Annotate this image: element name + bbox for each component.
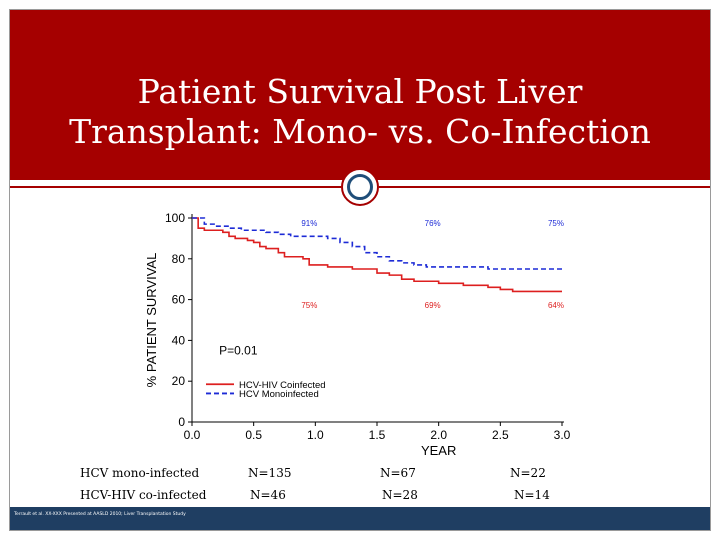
chart-axes: 0 20 40 60 80 100 0.0 0.5 1.0 1.5 2.0 2.5 3.0 YEAR % P… bbox=[144, 211, 571, 458]
x-tick-label: 2.5 bbox=[492, 428, 509, 442]
annotation-monoinfected: 91% bbox=[301, 219, 317, 228]
annotation-coinfected: 69% bbox=[425, 301, 441, 310]
at-risk-row-mono-value: N=22 bbox=[510, 466, 546, 480]
circle-ornament-inner bbox=[347, 174, 373, 200]
y-tick-label: 0 bbox=[178, 415, 185, 429]
annotation-monoinfected: 75% bbox=[548, 219, 564, 228]
at-risk-row-mono-value: N=135 bbox=[248, 466, 292, 480]
ornament-line-right bbox=[379, 186, 710, 188]
p-value-label: P=0.01 bbox=[219, 344, 258, 358]
x-axis-label: YEAR bbox=[421, 443, 456, 458]
y-tick-label: 40 bbox=[172, 333, 186, 347]
chart-annotations: 91% 76% 75% 75% 69% 64% P=0.01 bbox=[219, 219, 564, 358]
title-band bbox=[10, 10, 710, 180]
legend-label-monoinfected: HCV Monoinfected bbox=[239, 389, 319, 400]
annotation-coinfected: 75% bbox=[301, 301, 317, 310]
x-tick-label: 0.5 bbox=[245, 428, 262, 442]
y-tick-label: 100 bbox=[165, 211, 185, 225]
chart-series bbox=[192, 217, 562, 293]
footnote: Terrault et al. XX-XXX Presented at AASL… bbox=[14, 512, 186, 517]
y-tick-label: 20 bbox=[172, 374, 186, 388]
at-risk-row-co-value: N=46 bbox=[250, 488, 286, 502]
annotation-coinfected: 64% bbox=[548, 301, 564, 310]
x-tick-label: 2.0 bbox=[430, 428, 447, 442]
x-tick-label: 0.0 bbox=[184, 428, 201, 442]
at-risk-row-mono-value: N=67 bbox=[380, 466, 416, 480]
y-tick-label: 80 bbox=[172, 252, 186, 266]
slide-title-line-2: Transplant: Mono- vs. Co-Infection bbox=[69, 112, 651, 151]
at-risk-row-co-value: N=14 bbox=[514, 488, 550, 502]
y-axis-label: % PATIENT SURVIVAL bbox=[144, 253, 159, 388]
at-risk-row-mono-label: HCV mono-infected bbox=[80, 466, 200, 480]
series-line-coinfected bbox=[192, 217, 562, 293]
x-tick-label: 1.0 bbox=[307, 428, 324, 442]
circle-ornament-icon bbox=[341, 168, 379, 206]
x-tick-label: 3.0 bbox=[554, 428, 571, 442]
at-risk-row-co-value: N=28 bbox=[382, 488, 418, 502]
x-tick-label: 1.5 bbox=[369, 428, 386, 442]
ornament-line-left bbox=[10, 186, 341, 188]
at-risk-row-co-label: HCV-HIV co-infected bbox=[80, 488, 207, 502]
annotation-monoinfected: 76% bbox=[425, 219, 441, 228]
survival-chart: 0 20 40 60 80 100 0.0 0.5 1.0 1.5 2.0 2.5 3.0 YEAR % P… bbox=[144, 211, 571, 458]
series-line-monoinfected bbox=[192, 217, 562, 270]
y-tick-label: 60 bbox=[172, 293, 186, 307]
footer-bar bbox=[10, 507, 710, 530]
slide-title: Patient Survival Post Liver Transplant: … bbox=[40, 72, 680, 152]
legend-label-coinfected: HCV-HIV Coinfected bbox=[239, 380, 326, 391]
slide-title-line-1: Patient Survival Post Liver bbox=[137, 72, 583, 111]
